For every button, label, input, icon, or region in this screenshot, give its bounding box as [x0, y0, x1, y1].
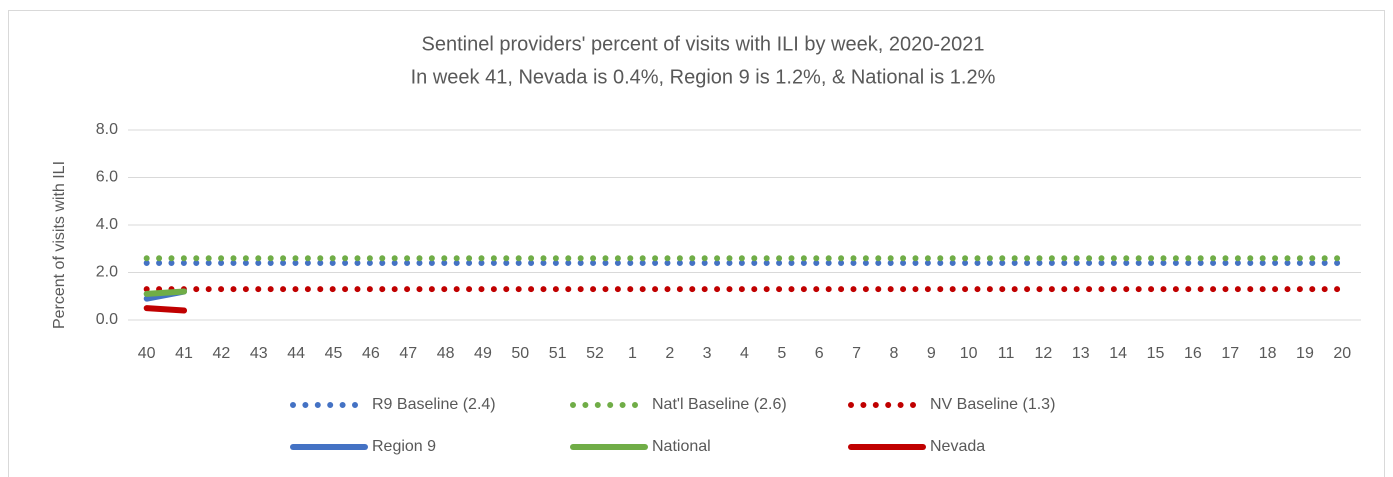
x-tick-label: 44 — [287, 345, 305, 362]
x-tick-label: 15 — [1147, 345, 1165, 362]
x-tick-label: 48 — [437, 345, 455, 362]
series-line — [143, 288, 188, 297]
x-tick-label: 50 — [511, 345, 529, 362]
chart-frame — [8, 10, 1385, 477]
x-tick-label: 52 — [586, 345, 604, 362]
x-tick-label: 1 — [628, 345, 637, 362]
x-tick-label: 47 — [399, 345, 417, 362]
x-tick-label: 6 — [815, 345, 824, 362]
x-tick-label: 19 — [1296, 345, 1314, 362]
y-tick-label: 6.0 — [96, 169, 118, 186]
x-tick-label: 40 — [138, 345, 156, 362]
x-tick-label: 41 — [175, 345, 193, 362]
chart-subtitle: In week 41, Nevada is 0.4%, Region 9 is … — [411, 66, 996, 88]
x-tick-label: 45 — [325, 345, 343, 362]
x-tick-label: 18 — [1259, 345, 1277, 362]
y-tick-label: 0.0 — [96, 311, 118, 328]
x-tick-label: 2 — [665, 345, 674, 362]
y-tick-label: 8.0 — [96, 121, 118, 138]
x-tick-label: 8 — [890, 345, 899, 362]
legend-label: National — [652, 438, 711, 455]
x-tick-label: 9 — [927, 345, 936, 362]
x-tick-label: 43 — [250, 345, 268, 362]
x-tick-label: 17 — [1221, 345, 1239, 362]
x-tick-label: 14 — [1109, 345, 1127, 362]
x-tick-label: 16 — [1184, 345, 1202, 362]
x-tick-label: 7 — [852, 345, 861, 362]
x-tick-label: 4 — [740, 345, 749, 362]
legend-label: Nevada — [930, 438, 985, 455]
y-tick-label: 2.0 — [96, 264, 118, 281]
x-tick-label: 13 — [1072, 345, 1090, 362]
legend-label: NV Baseline (1.3) — [930, 396, 1055, 413]
x-tick-label: 51 — [549, 345, 567, 362]
x-tick-label: 46 — [362, 345, 380, 362]
x-tick-label: 5 — [777, 345, 786, 362]
series-line — [143, 305, 188, 314]
y-tick-label: 4.0 — [96, 216, 118, 233]
x-tick-label: 42 — [213, 345, 231, 362]
x-tick-label: 49 — [474, 345, 492, 362]
x-tick-label: 20 — [1333, 345, 1351, 362]
legend-label: Region 9 — [372, 438, 436, 455]
legend-label: Nat'l Baseline (2.6) — [652, 396, 787, 413]
x-tick-label: 3 — [703, 345, 712, 362]
legend-label: R9 Baseline (2.4) — [372, 396, 496, 413]
y-axis-label: Percent of visits with ILI — [51, 161, 68, 329]
x-tick-label: 11 — [998, 345, 1015, 362]
chart-title: Sentinel providers' percent of visits wi… — [421, 33, 984, 55]
x-tick-label: 10 — [960, 345, 978, 362]
x-tick-label: 12 — [1035, 345, 1053, 362]
